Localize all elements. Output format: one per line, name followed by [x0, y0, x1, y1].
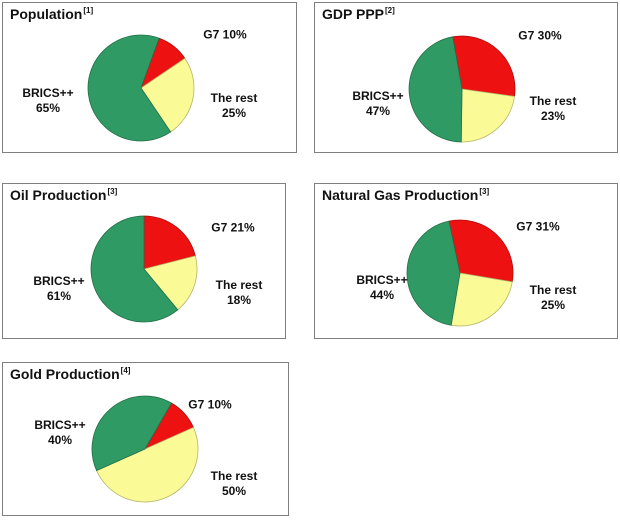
slice-value: 25% — [540, 298, 566, 312]
slice-label: G7 — [211, 220, 228, 235]
pie-slice-the-rest — [450, 272, 513, 327]
panel-title-gdp-ppp: GDP PPP[2] — [322, 6, 395, 22]
slice-value: 10% — [222, 27, 247, 42]
slice-label: The rest — [529, 94, 577, 108]
slice-value: 25% — [221, 106, 247, 120]
slice-label: BRICS++ — [352, 89, 404, 103]
pie-slice-the-rest — [96, 426, 199, 503]
pie-chart-population — [87, 34, 195, 142]
slice-value: 44% — [369, 288, 395, 302]
label-brics: BRICS++ 40% — [34, 418, 85, 448]
panel-title-text: Natural Gas Production — [322, 187, 479, 203]
pie-slice-the-rest — [143, 255, 198, 311]
panel-title-text: Gold Production — [10, 366, 120, 382]
pie-chart-natural-gas-production — [406, 219, 514, 327]
pie-slice-the-rest — [460, 88, 515, 143]
pie-slice-brics- — [91, 395, 173, 472]
label-the-rest: The rest 18% — [216, 278, 263, 308]
slice-label: The rest — [215, 278, 263, 292]
panel-title-oil-production: Oil Production[3] — [10, 187, 117, 203]
pie-slice-g7 — [452, 35, 516, 97]
pie-chart-gold-production — [91, 395, 199, 503]
pie-slice-brics- — [408, 36, 463, 143]
slice-value: 10% — [207, 397, 232, 412]
label-brics: BRICS++ 61% — [33, 274, 84, 304]
slice-value: 47% — [365, 104, 391, 118]
label-brics: BRICS++ 44% — [356, 273, 407, 303]
panel-title-population: Population[1] — [10, 6, 93, 22]
label-brics: BRICS++ 65% — [22, 86, 73, 116]
label-the-rest: The rest 23% — [530, 94, 577, 124]
slice-label: G7 — [516, 219, 533, 234]
slice-label: BRICS++ — [33, 274, 85, 288]
label-g7: G7 10% — [188, 398, 231, 413]
pie-chart-oil-production — [90, 215, 198, 323]
pie-slice-the-rest — [140, 57, 195, 133]
slice-value: 61% — [46, 289, 72, 303]
pie-slice-brics- — [406, 220, 461, 326]
slice-value: 23% — [540, 109, 566, 123]
slice-label: The rest — [210, 469, 258, 483]
slice-value: 31% — [535, 219, 560, 234]
slice-value: 30% — [537, 28, 562, 43]
label-g7: G7 10% — [203, 28, 246, 43]
footnote-marker: [4] — [120, 366, 131, 376]
label-brics: BRICS++ 47% — [352, 89, 403, 119]
footnote-marker: [2] — [385, 6, 395, 16]
footnote-marker: [3] — [479, 187, 490, 197]
label-the-rest: The rest 25% — [530, 283, 577, 313]
panel-gdp-ppp: GDP PPP[2] G7 30% BRICS++ 47% The rest 23% — [314, 2, 618, 153]
footnote-marker: [1] — [83, 6, 94, 16]
slice-label: BRICS++ — [356, 273, 408, 287]
slice-label: BRICS++ — [22, 86, 74, 100]
slice-label: G7 — [203, 27, 220, 42]
slice-value: 65% — [35, 101, 61, 115]
pie-chart-gdp-ppp — [408, 35, 516, 143]
pie-slice-g7 — [143, 215, 196, 270]
pie-slice-g7 — [448, 219, 514, 283]
panel-title-text: Oil Production — [10, 187, 107, 203]
slice-value: 50% — [221, 484, 247, 498]
panel-natural-gas-production: Natural Gas Production[3] G7 31% BRICS++… — [314, 183, 618, 339]
panel-title-text: Population — [10, 6, 83, 22]
slice-label: G7 — [188, 397, 205, 412]
panel-title-gold-production: Gold Production[4] — [10, 366, 130, 382]
pie-slice-brics- — [87, 34, 172, 142]
panel-gold-production: Gold Production[4] G7 10% BRICS++ 40% The… — [2, 362, 289, 516]
slice-value: 18% — [226, 293, 252, 307]
footnote-marker: [3] — [107, 187, 118, 197]
label-g7: G7 21% — [211, 221, 254, 236]
slice-label: G7 — [518, 28, 535, 43]
slice-value: 40% — [47, 433, 73, 447]
label-g7: G7 30% — [518, 29, 561, 44]
panel-title-text: GDP PPP — [322, 6, 384, 22]
slice-label: The rest — [529, 283, 577, 297]
label-the-rest: The rest 25% — [211, 91, 258, 121]
pie-slice-brics- — [90, 215, 179, 323]
panel-oil-production: Oil Production[3] G7 21% BRICS++ 61% The … — [2, 183, 286, 339]
slice-label: BRICS++ — [34, 418, 86, 432]
label-g7: G7 31% — [516, 220, 559, 235]
panel-population: Population[1] G7 10% BRICS++ 65% The rest… — [2, 2, 297, 153]
slice-label: The rest — [210, 91, 258, 105]
label-the-rest: The rest 50% — [211, 469, 258, 499]
panel-title-natural-gas-production: Natural Gas Production[3] — [322, 187, 489, 203]
slice-value: 21% — [230, 220, 255, 235]
